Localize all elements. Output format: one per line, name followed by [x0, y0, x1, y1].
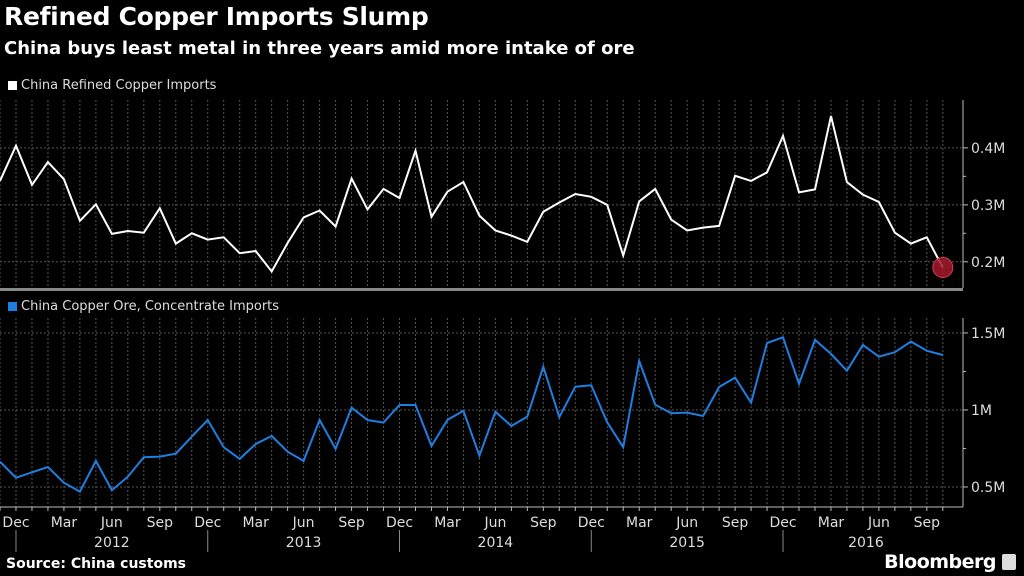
x-month-label: Jun	[867, 515, 890, 531]
x-month-label: Dec	[769, 515, 796, 531]
legend-label: China Refined Copper Imports	[21, 78, 217, 93]
x-month-label: Sep	[147, 515, 174, 531]
x-month-label: Dec	[194, 515, 221, 531]
x-year-label: 2012	[94, 535, 130, 551]
x-month-label: Dec	[2, 515, 29, 531]
legend-refined-copper: China Refined Copper Imports	[8, 78, 216, 93]
x-year-label: 2014	[478, 535, 514, 551]
series-line	[0, 115, 944, 274]
panel-separator	[0, 288, 963, 291]
chart-title: Refined Copper Imports Slump	[4, 2, 429, 31]
bloomberg-logo: Bloomberg	[884, 551, 1016, 573]
legend-swatch-white	[8, 81, 17, 90]
x-month-label: Sep	[914, 515, 941, 531]
legend-label: China Copper Ore, Concentrate Imports	[21, 299, 280, 314]
x-month-label: Sep	[338, 515, 365, 531]
y-tick-label: 1.5M	[971, 326, 1005, 342]
y-tick-label: 1M	[971, 403, 992, 419]
x-month-label: Jun	[483, 515, 506, 531]
x-month-label: Mar	[626, 515, 653, 531]
chart-subtitle: China buys least metal in three years am…	[4, 38, 635, 59]
x-month-label: Mar	[818, 515, 845, 531]
x-month-label: Dec	[578, 515, 605, 531]
legend-copper-ore: China Copper Ore, Concentrate Imports	[8, 299, 279, 314]
bloomberg-chart-icon	[1002, 554, 1016, 570]
series-line	[0, 336, 944, 493]
y-tick-label: 0.5M	[971, 480, 1005, 496]
x-month-label: Mar	[434, 515, 461, 531]
x-year-label: 2013	[286, 535, 322, 551]
x-month-label: Jun	[292, 515, 315, 531]
x-month-label: Dec	[386, 515, 413, 531]
x-month-label: Jun	[675, 515, 698, 531]
x-year-label: 2016	[848, 535, 884, 551]
x-month-label: Sep	[722, 515, 749, 531]
x-month-label: Jun	[100, 515, 123, 531]
source-note: Source: China customs	[6, 556, 186, 572]
x-month-label: Sep	[530, 515, 557, 531]
y-tick-label: 0.4M	[971, 141, 1005, 157]
legend-swatch-blue	[8, 302, 17, 311]
y-tick-label: 0.3M	[971, 198, 1005, 214]
brand-text: Bloomberg	[884, 551, 996, 573]
x-month-label: Mar	[51, 515, 78, 531]
latest-value-highlight	[932, 256, 954, 278]
y-tick-label: 0.2M	[971, 255, 1005, 271]
x-year-label: 2015	[669, 535, 705, 551]
x-month-label: Mar	[242, 515, 269, 531]
